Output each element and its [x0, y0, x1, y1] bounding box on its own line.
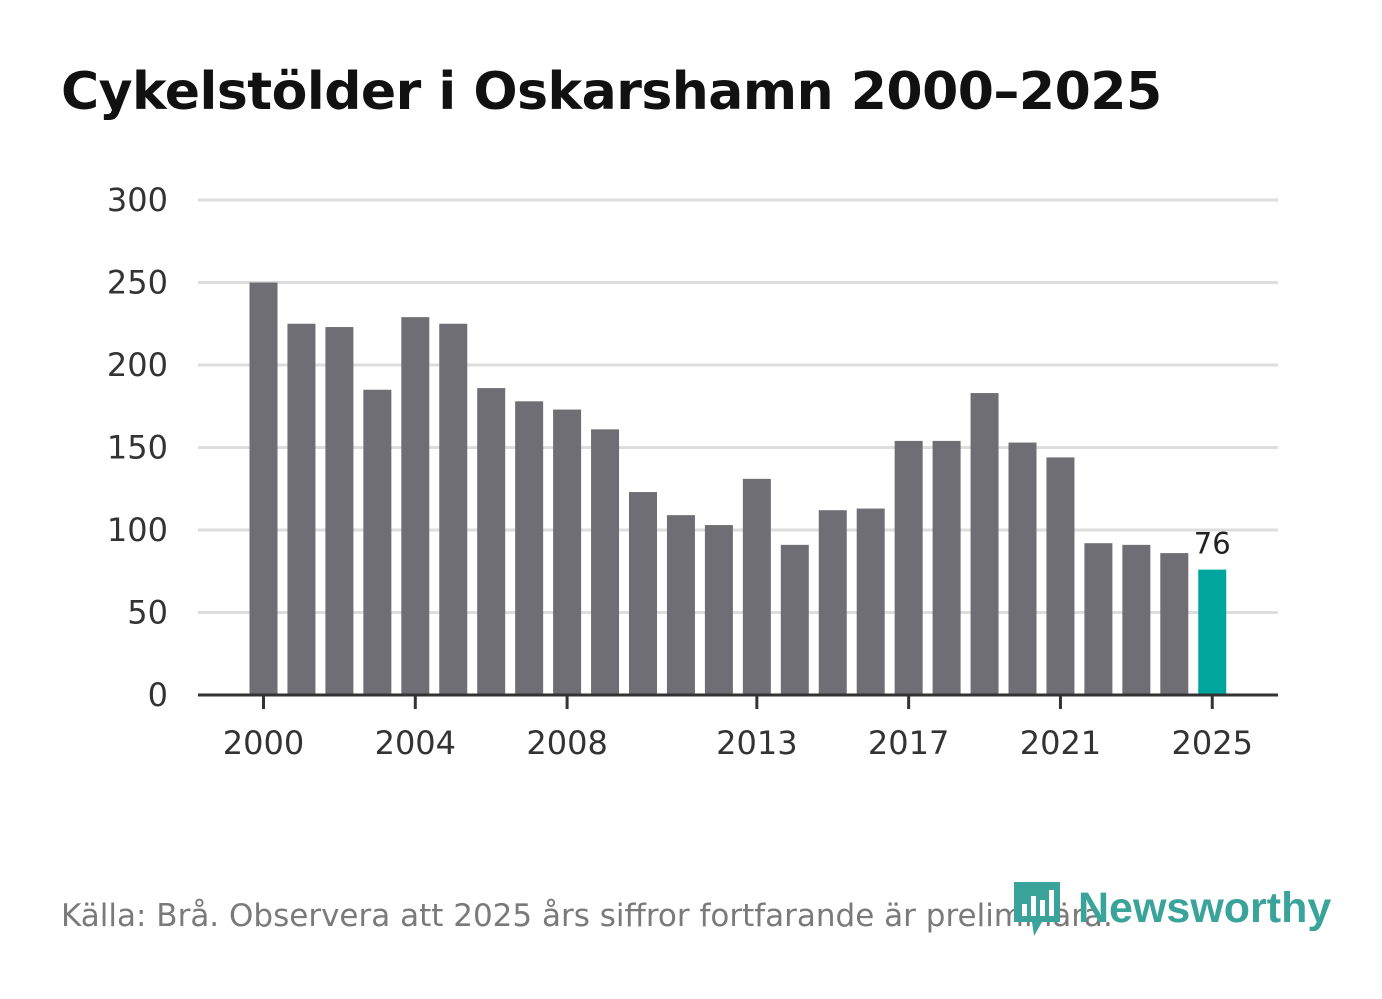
bar-2004 [401, 317, 430, 695]
bar-2015 [818, 510, 847, 695]
y-tick-label-150: 150 [107, 429, 168, 467]
y-tick-label-300: 300 [107, 181, 168, 219]
x-tick-label-2025: 2025 [1172, 724, 1253, 762]
bar-2006 [477, 388, 506, 695]
bar-2003 [363, 389, 392, 695]
bar-2012 [704, 525, 733, 695]
bar-2010 [629, 492, 657, 695]
bar-2008 [553, 409, 582, 695]
y-tick-label-200: 200 [107, 346, 168, 384]
bar-2022 [1084, 543, 1113, 695]
bar-2016 [856, 508, 885, 695]
y-tick-label-0: 0 [148, 676, 168, 714]
newsworthy-bar-icon [1014, 882, 1060, 936]
x-tick-label-2000: 2000 [223, 724, 304, 762]
chart-title: Cykelstölder i Oskarshamn 2000–2025 [61, 62, 1162, 122]
bar-2001 [287, 323, 316, 695]
bar-2013 [742, 478, 771, 695]
x-tick-label-2021: 2021 [1020, 724, 1101, 762]
bar-2019 [970, 393, 999, 695]
bar-2018 [932, 440, 961, 695]
bar-2011 [666, 515, 695, 695]
y-tick-label-50: 50 [127, 594, 168, 632]
newsworthy-logo: Newsworthy [1010, 878, 1331, 938]
source-note: Källa: Brå. Observera att 2025 års siffr… [61, 898, 1113, 934]
bar-2021 [1046, 457, 1075, 695]
y-axis-ticks: 0 50 100 150 200 250 300 [107, 181, 168, 714]
x-tick-label-2004: 2004 [375, 724, 456, 762]
y-tick-label-100: 100 [107, 511, 168, 549]
bar-2017 [894, 440, 923, 695]
bar-2002 [325, 327, 354, 695]
bar-2009 [591, 429, 620, 695]
bars [249, 282, 1227, 695]
x-tick-label-2013: 2013 [716, 724, 797, 762]
gridlines [198, 198, 1278, 614]
bar-2024 [1160, 553, 1189, 695]
bar-2000 [249, 282, 278, 695]
bar-2007 [515, 401, 544, 695]
bar-2020 [1008, 442, 1037, 695]
bar-2025 [1198, 569, 1227, 695]
y-tick-label-250: 250 [107, 264, 168, 302]
data-label-2025: 76 [1194, 527, 1231, 561]
x-tick-label-2008: 2008 [526, 724, 607, 762]
logo-text: Newsworthy [1078, 883, 1332, 932]
bar-2014 [780, 544, 809, 695]
bar-2005 [439, 323, 468, 695]
bar-2023 [1122, 544, 1151, 695]
x-tick-label-2017: 2017 [868, 724, 949, 762]
x-axis-ticks: 2000 2004 2008 2013 2017 2021 2025 [223, 695, 1253, 762]
